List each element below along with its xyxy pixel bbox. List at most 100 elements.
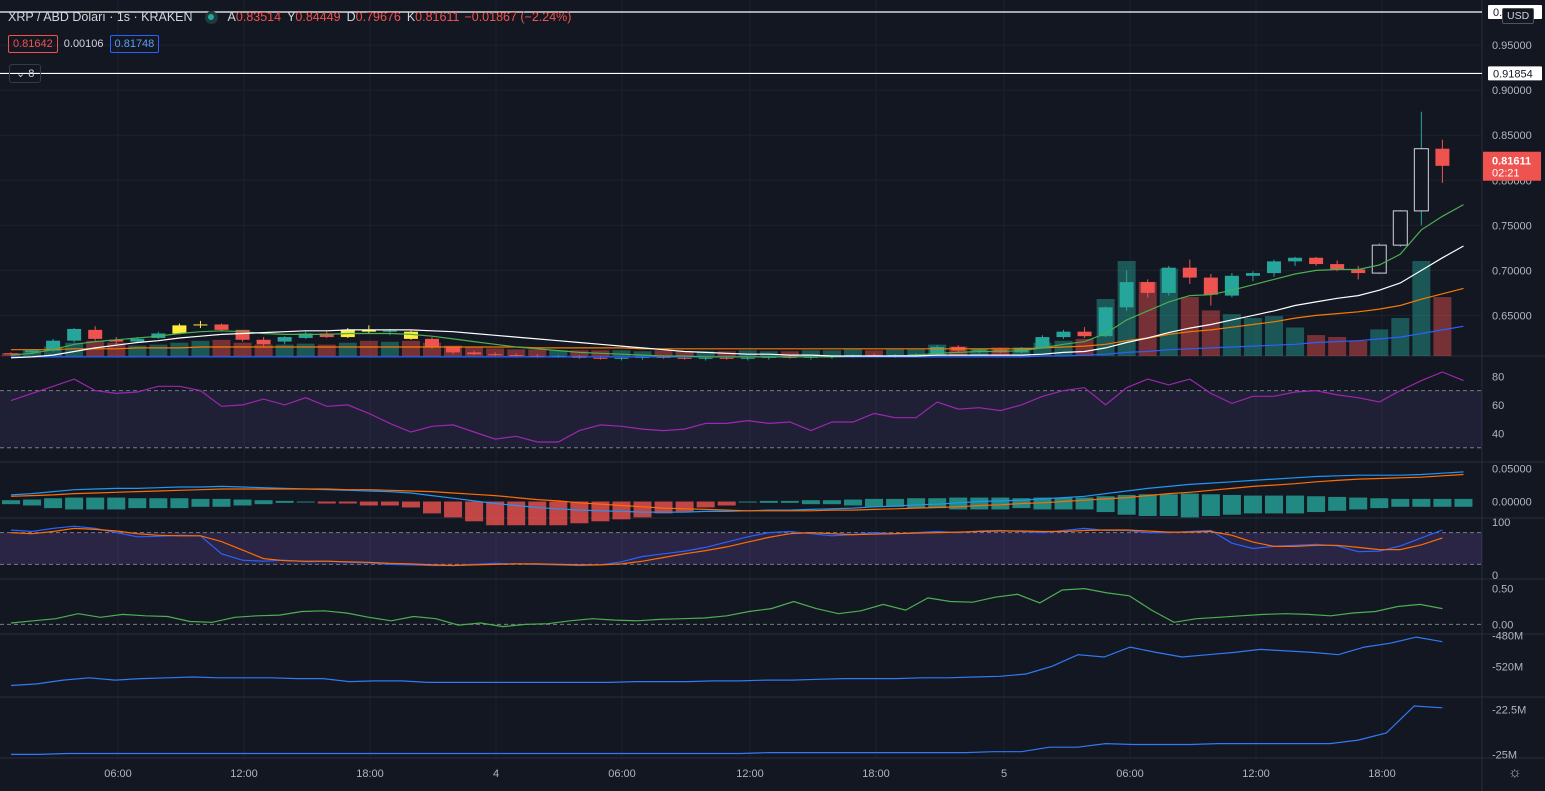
indicators-toggle-button[interactable]: ⌄ 8 [9,64,42,83]
macd-histogram-bar [1454,498,1473,507]
candle-body [1224,275,1239,296]
candle-body [1371,244,1387,274]
volume-bar [401,340,420,356]
candle-body [1351,269,1366,274]
candle-body [1119,282,1134,308]
macd-histogram-bar [549,501,568,526]
time-tick-label: 12:00 [230,768,258,780]
macd-histogram-bar [107,497,126,510]
macd-histogram-bar [1307,496,1326,513]
macd-histogram-bar [1412,498,1431,507]
candle-body [1413,148,1429,212]
macd-histogram-bar [1117,494,1136,515]
volume-bar [738,350,757,356]
volume-bar [612,350,631,356]
macd-histogram-bar [738,501,757,503]
volume-bar [549,350,568,356]
macd-tick-label: 0.00000 [1492,497,1532,509]
volume-bar [1222,314,1241,356]
candle-body [425,338,439,347]
market-status-icon[interactable] [204,10,218,24]
macd-histogram-bar [465,501,484,522]
buy-button[interactable]: 0.81748 [109,35,160,53]
macd-line [10,471,1464,513]
macd-histogram-bar [675,501,694,512]
volume-bar [1265,316,1283,356]
macd-histogram-bar [907,498,926,509]
candle-body [698,357,713,359]
ma-line-white [10,245,1464,359]
volume-bar [338,342,357,356]
time-tick-label: 06:00 [608,768,636,780]
volume-bar [128,345,147,356]
macd-histogram-bar [296,501,315,503]
macd-histogram-bar [23,499,42,506]
spread-value: 0.00106 [63,38,104,50]
volume-bar [654,350,673,356]
macd-histogram-bar [1433,498,1452,507]
time-tick-label: 06:00 [1116,768,1144,780]
candle-body [298,333,313,338]
candle-body [1392,210,1408,246]
candle-body [214,324,229,330]
candle-body [740,357,755,359]
macd-tick-label: 0.05000 [1492,464,1532,476]
volume-bar [191,340,210,356]
volume-bar [254,344,273,356]
obv-tick-label: -520M [1492,661,1523,673]
price-tick-label: 0.65000 [1492,310,1532,322]
macd-histogram-bar [1054,497,1073,510]
candle-body [382,330,397,332]
candle-body [1182,267,1197,278]
currency-button[interactable]: USD [1502,8,1535,24]
acc-tick-label: -22.5M [1492,705,1526,717]
gear-icon[interactable]: ☼ [1508,764,1522,781]
price-tick-label: 0.85000 [1492,130,1532,142]
volume-bar [317,344,336,356]
countdown-label: 02:21 [1492,168,1520,180]
chart-header: XRP / ABD Doları · 1s · KRAKEN A 0.83514 … [8,10,571,24]
macd-histogram-bar [380,501,399,506]
macd-histogram-bar [1370,498,1389,509]
rsi-tick-label: 80 [1492,371,1504,383]
macd-histogram-bar [486,501,505,526]
volume-bar [275,344,294,356]
osc-tick-label: 0.00 [1492,619,1513,631]
symbol-title[interactable]: XRP / ABD Doları · 1s · KRAKEN [8,10,193,24]
macd-histogram-bar [949,497,968,510]
price-tick-label: 0.70000 [1492,265,1532,277]
macd-histogram-bar [696,501,715,508]
macd-histogram-bar [1033,497,1052,510]
candle-body [403,331,418,339]
macd-histogram-bar [570,501,589,524]
macd-histogram-bar [1096,496,1115,513]
macd-histogram-bar [423,501,441,514]
sell-button[interactable]: 0.81642 [8,35,58,53]
macd-histogram-bar [886,498,905,507]
macd-histogram-bar [1075,497,1094,510]
stoch-tick-label: 0 [1492,570,1498,582]
candle-body [130,338,145,342]
level-label-box [1488,66,1542,81]
time-tick-label: 18:00 [1368,768,1396,780]
volume-bar [633,351,652,356]
candle-body [614,357,629,359]
macd-histogram-bar [759,500,778,503]
candle-body [193,324,208,326]
volume-bar [296,343,315,356]
volume-bar [149,344,168,356]
time-tick-label: 06:00 [104,768,132,780]
macd-histogram-bar [317,501,336,504]
candle-body [172,325,187,334]
volume-bar [528,349,547,356]
candle-body [1267,261,1281,274]
volume-bar [1328,337,1347,356]
macd-histogram-bar [444,501,463,518]
macd-histogram-bar [844,499,862,506]
candle-body [719,357,734,359]
close-label: K [406,10,416,24]
macd-histogram-bar [1201,494,1220,517]
chevron-down-icon: ⌄ [16,68,26,80]
